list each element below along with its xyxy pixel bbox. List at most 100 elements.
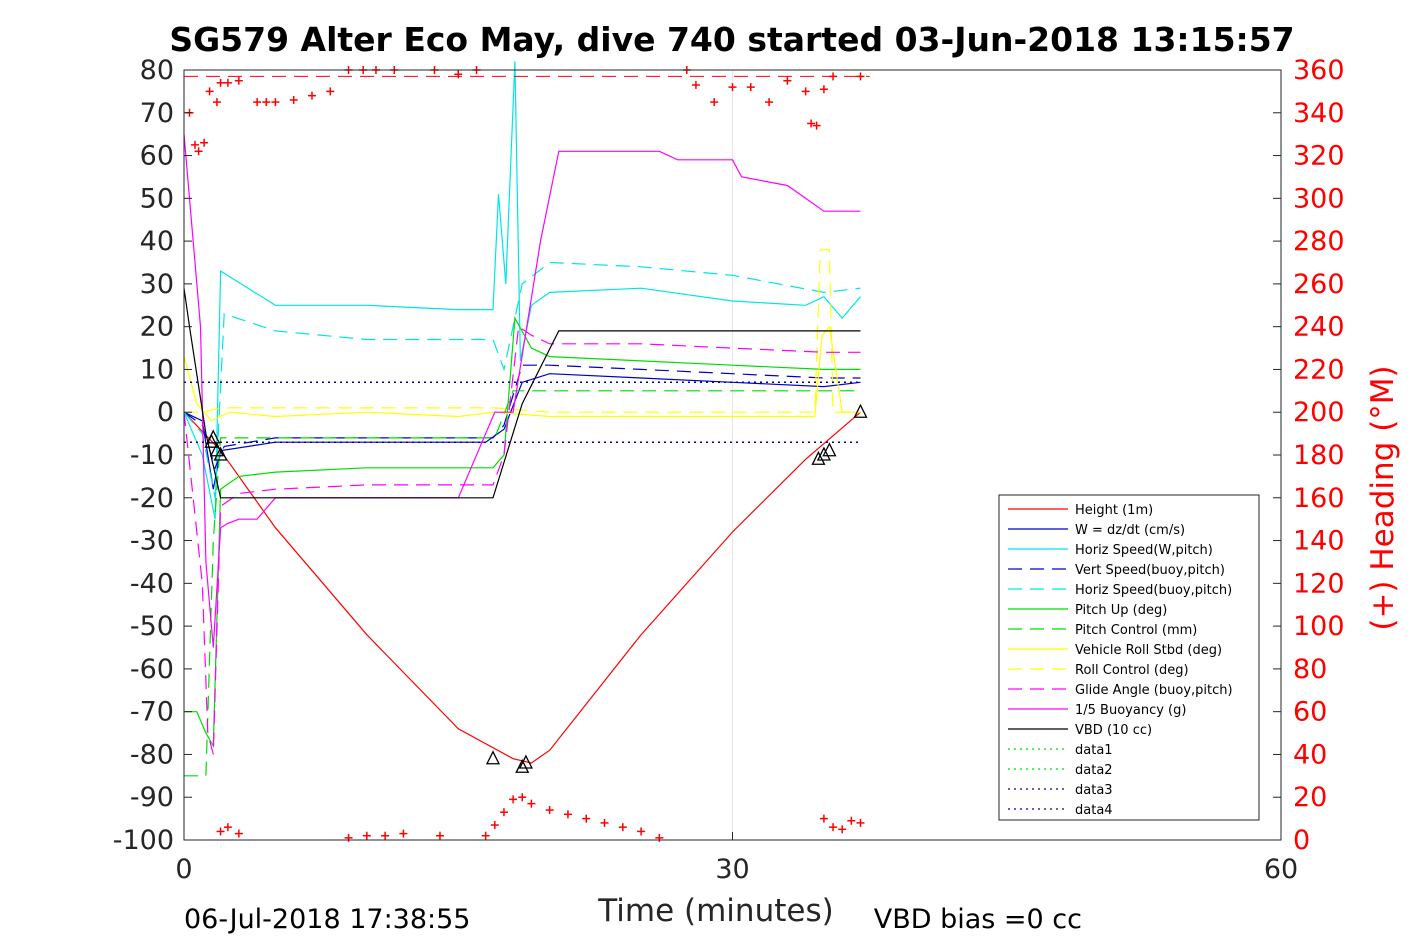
heading-point bbox=[545, 806, 554, 815]
legend-entry-label: data3 bbox=[1075, 783, 1113, 798]
heading-point bbox=[234, 76, 243, 85]
heading-point bbox=[582, 814, 591, 823]
left-tick-label: -90 bbox=[130, 782, 174, 813]
left-tick-label: 10 bbox=[140, 354, 174, 385]
right-tick-label: 100 bbox=[1293, 611, 1345, 642]
chart-title: SG579 Alter Eco May, dive 740 started 03… bbox=[169, 20, 1294, 59]
heading-point bbox=[710, 98, 719, 107]
heading-point bbox=[801, 87, 810, 96]
right-tick-label: 60 bbox=[1293, 697, 1327, 728]
heading-point bbox=[618, 823, 627, 832]
left-tick-label: 80 bbox=[140, 55, 174, 86]
heading-point bbox=[271, 98, 280, 107]
right-tick-label: 260 bbox=[1293, 269, 1345, 300]
right-axis-ticks: 3603403203002802602402202001801601401201… bbox=[1273, 55, 1345, 856]
heading-point bbox=[194, 147, 203, 156]
right-tick-label: 160 bbox=[1293, 483, 1345, 514]
right-tick-label: 340 bbox=[1293, 98, 1345, 129]
heading-point bbox=[527, 799, 536, 808]
series-horiz-speed-w-pitch bbox=[183, 61, 861, 520]
heading-point bbox=[783, 76, 792, 85]
triangle-marker bbox=[518, 754, 533, 769]
right-tick-label: 360 bbox=[1293, 55, 1345, 86]
heading-point bbox=[223, 823, 232, 832]
legend-entry-label: Glide Angle (buoy,pitch) bbox=[1075, 683, 1233, 698]
heading-point bbox=[216, 827, 225, 836]
legend-entry-label: Horiz Speed(buoy,pitch) bbox=[1075, 583, 1232, 598]
x-axis-label: Time (minutes) bbox=[597, 893, 833, 929]
left-tick-label: -70 bbox=[130, 697, 174, 728]
left-tick-label: 20 bbox=[140, 312, 174, 343]
left-tick-label: 60 bbox=[140, 141, 174, 172]
heading-point bbox=[212, 98, 221, 107]
heading-point bbox=[819, 814, 828, 823]
heading-point bbox=[807, 119, 816, 128]
marker-layer bbox=[204, 403, 868, 773]
left-tick-label: 30 bbox=[140, 269, 174, 300]
right-tick-label: 120 bbox=[1293, 568, 1345, 599]
heading-point bbox=[847, 816, 856, 825]
heading-point bbox=[518, 793, 527, 802]
legend-entry-label: Vehicle Roll Stbd (deg) bbox=[1075, 643, 1222, 658]
heading-point bbox=[234, 829, 243, 838]
heading-point bbox=[655, 833, 664, 842]
heading-point bbox=[326, 87, 335, 96]
legend-entry-label: Pitch Control (mm) bbox=[1075, 623, 1197, 638]
series-vert-speed-buoy-pitch bbox=[183, 364, 861, 470]
heading-point bbox=[829, 823, 838, 832]
x-tick-label: 60 bbox=[1264, 854, 1298, 885]
timestamp-footer: 06-Jul-2018 17:38:55 bbox=[184, 904, 470, 935]
series-glide-angle-buoy-pitch bbox=[183, 325, 861, 755]
heading-point bbox=[563, 810, 572, 819]
heading-point bbox=[454, 70, 463, 79]
left-tick-label: -30 bbox=[130, 526, 174, 557]
legend-entry-label: 1/5 Buoyancy (g) bbox=[1075, 703, 1186, 718]
series-vbd-10-cc bbox=[183, 288, 861, 499]
left-tick-label: -20 bbox=[130, 483, 174, 514]
right-tick-label: 140 bbox=[1293, 526, 1345, 557]
x-tick-label: 0 bbox=[175, 854, 192, 885]
left-axis-ticks: 80 70 60 50 40 30 20 10 0 -10 -20 -30 -40 -50 -60 -70 -8… bbox=[113, 55, 192, 856]
heading-point bbox=[205, 87, 214, 96]
heading-point bbox=[200, 138, 209, 147]
right-tick-label: 180 bbox=[1293, 440, 1345, 471]
heading-point bbox=[838, 825, 847, 834]
heading-point bbox=[490, 821, 499, 830]
heading-point bbox=[728, 83, 737, 92]
legend-entry-label: VBD (10 cc) bbox=[1075, 723, 1152, 738]
triangle-marker bbox=[816, 446, 831, 461]
heading-point bbox=[819, 85, 828, 94]
heading-point bbox=[856, 72, 865, 81]
heading-point bbox=[262, 98, 271, 107]
heading-point bbox=[812, 121, 821, 130]
right-tick-label: 280 bbox=[1293, 226, 1345, 257]
heading-point bbox=[746, 83, 755, 92]
left-tick-label: -80 bbox=[130, 739, 174, 770]
triangle-marker bbox=[485, 750, 501, 765]
legend-entry-label: data1 bbox=[1075, 743, 1113, 758]
right-axis-label: (+) Heading (°M) bbox=[1365, 365, 1401, 630]
heading-point bbox=[637, 827, 646, 836]
right-tick-label: 300 bbox=[1293, 183, 1345, 214]
legend-entry-label: Vert Speed(buoy,pitch) bbox=[1075, 563, 1225, 578]
heading-point bbox=[481, 831, 490, 840]
right-tick-label: 320 bbox=[1293, 141, 1345, 172]
legend-entry-label: Roll Control (deg) bbox=[1075, 663, 1189, 678]
heading-point bbox=[381, 831, 390, 840]
heading-point bbox=[289, 95, 298, 104]
heading-point bbox=[399, 829, 408, 838]
heading-point bbox=[362, 831, 371, 840]
right-tick-label: 40 bbox=[1293, 739, 1327, 770]
right-tick-label: 220 bbox=[1293, 354, 1345, 385]
heading-point bbox=[600, 818, 609, 827]
heading-point bbox=[856, 818, 865, 827]
series-layer bbox=[183, 61, 861, 777]
legend: Height (1m) W = dz/dt (cm/s) Horiz Speed(W… bbox=[998, 494, 1260, 821]
right-tick-label: 80 bbox=[1293, 654, 1327, 685]
series-horiz-speed-buoy-pitch bbox=[183, 261, 861, 498]
heading-point bbox=[765, 98, 774, 107]
heading-point bbox=[829, 72, 838, 81]
left-tick-label: -40 bbox=[130, 568, 174, 599]
triangle-marker bbox=[515, 758, 530, 773]
